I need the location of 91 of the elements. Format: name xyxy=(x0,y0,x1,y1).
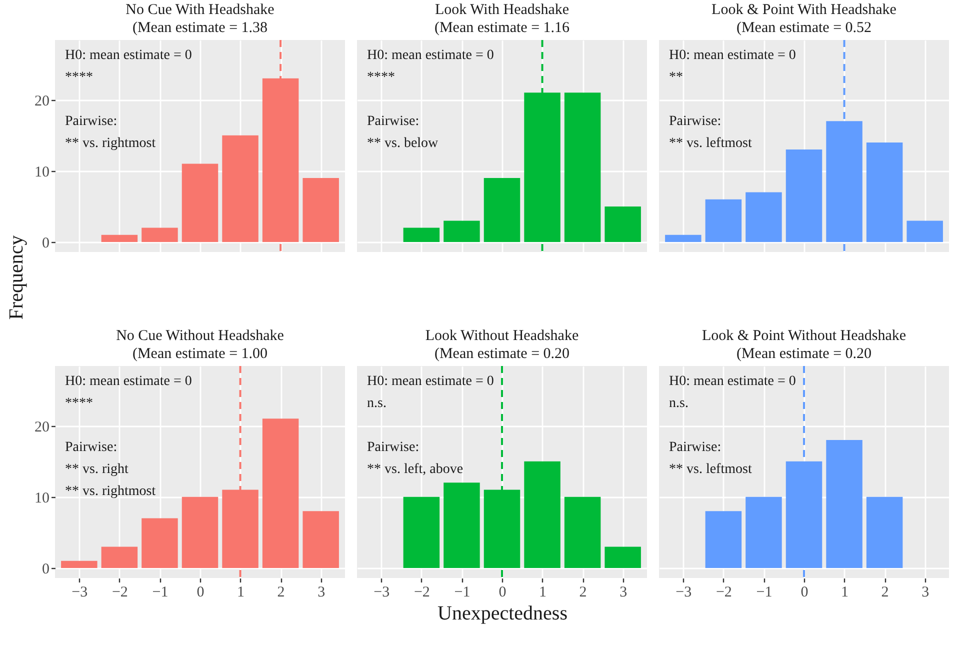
bar xyxy=(142,518,178,568)
bar xyxy=(182,164,218,242)
annotation: ** vs. rightmost xyxy=(65,136,156,151)
chart-title: Look With Headshake (Mean estimate = 1.16 xyxy=(434,2,570,36)
y-axis-title: Frequency xyxy=(6,235,28,320)
chart-title: Look & Point With Headshake (Mean estimate = 0.52 xyxy=(712,2,897,36)
y-tick-label: 10 xyxy=(34,490,50,506)
bar xyxy=(101,546,138,568)
bar xyxy=(302,511,339,568)
bar xyxy=(705,199,742,242)
annotation: ** vs. leftmost xyxy=(669,462,752,477)
annotation: ** vs. left, above xyxy=(367,462,464,477)
annotation: H0: mean estimate = 0 xyxy=(65,374,192,389)
bar xyxy=(101,234,138,242)
bar xyxy=(604,546,641,568)
x-tick-label: −1 xyxy=(152,584,168,600)
x-tick-label: 2 xyxy=(881,584,889,600)
annotation: ** vs. rightmost xyxy=(65,484,156,499)
bar xyxy=(866,142,903,242)
x-tick-label: 3 xyxy=(620,584,628,600)
x-tick-label: 0 xyxy=(498,584,506,600)
chart-title: No Cue Without Headshake (Mean estimate = 1.00 xyxy=(116,328,284,362)
bar xyxy=(403,228,440,242)
annotation: ** xyxy=(669,70,683,85)
y-tick-label: 20 xyxy=(34,419,50,436)
x-tick-label: −3 xyxy=(374,584,390,600)
bar xyxy=(182,496,218,568)
y-tick-label: 0 xyxy=(42,236,50,252)
x-tick-label: 0 xyxy=(196,584,204,600)
x-tick-label: 1 xyxy=(237,584,245,600)
bar xyxy=(262,418,299,568)
bar xyxy=(444,220,480,242)
bar xyxy=(826,440,862,568)
bar xyxy=(604,206,641,242)
x-tick-label: 2 xyxy=(579,584,587,600)
bar xyxy=(866,496,903,568)
bar xyxy=(61,560,98,568)
bar xyxy=(665,234,702,242)
y-tick-label: 0 xyxy=(42,562,50,578)
x-tick-label: 2 xyxy=(277,584,285,600)
annotation: H0: mean estimate = 0 xyxy=(367,374,494,389)
x-axis-title: Unexpectedness xyxy=(438,602,568,624)
annotation: Pairwise: xyxy=(65,114,118,129)
x-tick-label: −2 xyxy=(112,584,128,600)
bar xyxy=(564,92,601,242)
x-tick-label: 1 xyxy=(841,584,849,600)
annotation: H0: mean estimate = 0 xyxy=(669,48,796,63)
bar xyxy=(142,228,178,242)
bar xyxy=(484,178,520,242)
annotation: H0: mean estimate = 0 xyxy=(367,48,494,63)
bar xyxy=(746,496,782,568)
x-tick-label: 3 xyxy=(318,584,326,600)
x-tick-label: −2 xyxy=(716,584,732,600)
y-tick-label: 10 xyxy=(34,164,50,180)
annotation: n.s. xyxy=(669,396,688,411)
annotation: **** xyxy=(65,70,93,85)
bar xyxy=(302,178,339,242)
chart-title: Look & Point Without Headshake (Mean estimate = 0.20 xyxy=(702,328,906,362)
annotation: Pairwise: xyxy=(65,440,118,455)
x-tick-label: 0 xyxy=(800,584,808,600)
bar xyxy=(444,482,480,568)
x-tick-label: −3 xyxy=(72,584,88,600)
annotation: n.s. xyxy=(367,396,386,411)
bar xyxy=(564,496,601,568)
annotation: Pairwise: xyxy=(367,440,420,455)
annotation: Pairwise: xyxy=(367,114,420,129)
x-tick-label: 3 xyxy=(922,584,930,600)
annotation: Pairwise: xyxy=(669,440,722,455)
chart-title: No Cue With Headshake (Mean estimate = 1.38 xyxy=(126,2,275,36)
x-tick-label: 1 xyxy=(539,584,547,600)
annotation: **** xyxy=(367,70,395,85)
bar xyxy=(403,496,440,568)
x-tick-label: −1 xyxy=(454,584,470,600)
bar xyxy=(524,461,560,568)
bar xyxy=(222,135,258,242)
x-tick-label: −1 xyxy=(756,584,772,600)
bar xyxy=(705,511,742,568)
annotation: Pairwise: xyxy=(669,114,722,129)
annotation: ** vs. leftmost xyxy=(669,136,752,151)
bar xyxy=(746,192,782,242)
chart-title: Look Without Headshake (Mean estimate = 0.20 xyxy=(425,328,579,362)
y-tick-label: 20 xyxy=(34,93,50,110)
x-tick-label: −2 xyxy=(414,584,430,600)
annotation: ** vs. below xyxy=(367,136,440,151)
bar xyxy=(786,150,822,242)
bar xyxy=(906,220,943,242)
annotation: ** vs. right xyxy=(65,462,128,477)
x-tick-label: −3 xyxy=(676,584,692,600)
annotation: H0: mean estimate = 0 xyxy=(669,374,796,389)
annotation: H0: mean estimate = 0 xyxy=(65,48,192,63)
annotation: **** xyxy=(65,396,93,411)
